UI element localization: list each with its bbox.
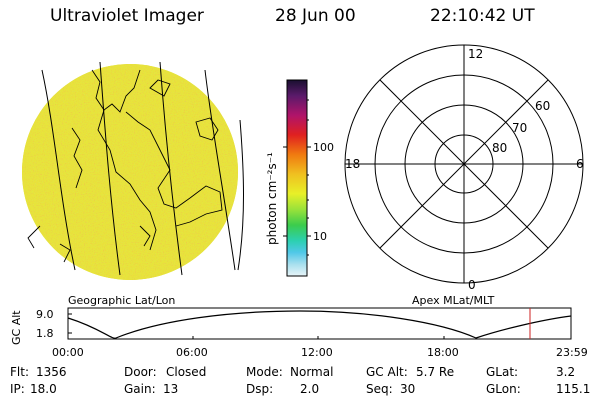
- altitude-xtick: 23:59: [556, 346, 588, 359]
- glon-value: 115.1: [556, 382, 591, 396]
- dsp-value: 2.0: [300, 382, 320, 396]
- glat-value: 3.2: [556, 365, 576, 379]
- altitude-ytick-low: 1.8: [36, 327, 54, 340]
- colorbar: 100 10 photon cm⁻²s⁻¹: [265, 79, 334, 277]
- polar-caption: Apex MLat/MLT: [412, 294, 495, 307]
- ip-value: 18.0: [30, 382, 57, 396]
- altitude-xtick: 00:00: [52, 346, 84, 359]
- mlt-label-0: 0: [468, 278, 476, 292]
- geographic-grid: [41, 61, 244, 276]
- time-label: 22:10:42 UT: [430, 6, 535, 26]
- gain-value: 13: [163, 382, 179, 396]
- glat-label: GLat:: [486, 365, 519, 379]
- mlat-label-80: 80: [492, 141, 507, 155]
- altitude-ylabel: GC Alt: [10, 310, 23, 345]
- app-title: Ultraviolet Imager: [50, 6, 204, 26]
- seq-label: Seq:: [366, 382, 393, 396]
- date-label: 28 Jun 00: [275, 6, 356, 26]
- ip-label: IP:: [10, 382, 25, 396]
- altitude-xtick: 06:00: [176, 346, 208, 359]
- glon-label: GLon:: [486, 382, 521, 396]
- polar-plot: [344, 44, 584, 284]
- gcalt-label: GC Alt:: [366, 365, 408, 379]
- mlt-label-6: 6: [576, 157, 584, 171]
- mlat-label-60: 60: [535, 99, 550, 113]
- altitude-ytick-high: 9.0: [36, 308, 54, 321]
- flt-value: 1356: [36, 365, 67, 379]
- mode-value: Normal: [290, 365, 334, 379]
- altitude-strip: GC Alt 9.0 1.8 00:00 06:00 12:00 18:00 2…: [10, 307, 588, 359]
- gcalt-value: 5.7 Re: [416, 365, 455, 379]
- colorbar-tick-10: 10: [313, 230, 327, 243]
- coastline-outline: [27, 69, 223, 263]
- altitude-xtick: 12:00: [301, 346, 333, 359]
- gain-label: Gain:: [124, 382, 156, 396]
- mode-label: Mode:: [246, 365, 283, 379]
- mlat-label-70: 70: [512, 121, 527, 135]
- flt-label: Flt:: [10, 365, 29, 379]
- mlt-label-18: 18: [345, 157, 360, 171]
- altitude-xtick: 18:00: [427, 346, 459, 359]
- mlt-label-12: 12: [468, 47, 483, 61]
- seq-value: 30: [400, 382, 416, 396]
- uv-image-disk: [22, 64, 238, 280]
- dsp-label: Dsp:: [246, 382, 274, 396]
- door-value: Closed: [166, 365, 207, 379]
- colorbar-unit-label: photon cm⁻²s⁻¹: [265, 152, 279, 245]
- image-caption: Geographic Lat/Lon: [68, 294, 175, 307]
- colorbar-tick-100: 100: [313, 141, 334, 154]
- door-label: Door:: [124, 365, 157, 379]
